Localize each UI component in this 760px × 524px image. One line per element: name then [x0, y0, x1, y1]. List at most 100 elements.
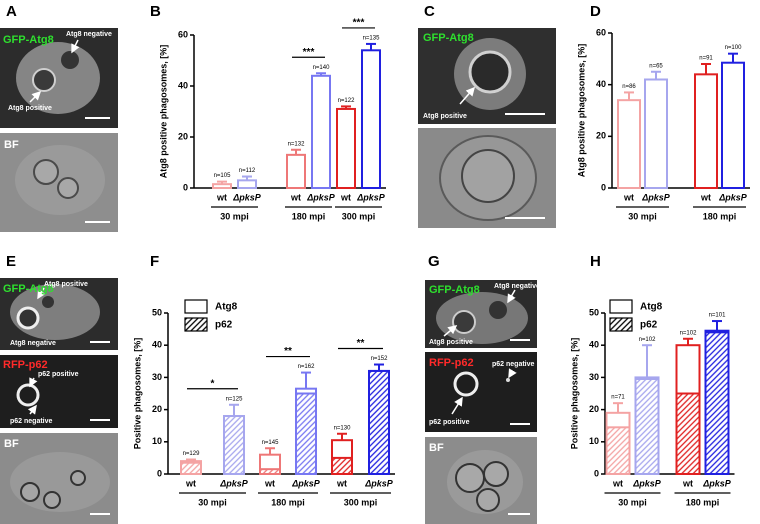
bar [361, 49, 381, 189]
n-label: n=129 [183, 451, 201, 457]
n-label: n=105 [214, 173, 232, 179]
n-label: n=132 [288, 141, 306, 147]
panel-label: G [428, 253, 440, 270]
caption: GFP-Atg8 [429, 284, 480, 296]
x-tick-label: ΔpksP [291, 478, 321, 488]
group-label: 180 mpi [686, 497, 720, 507]
panel-label: A [6, 3, 17, 20]
legend-label: Atg8 [640, 302, 663, 313]
y-axis-label: Positive phagosomes, [%] [132, 338, 142, 450]
caption: p62 positive [429, 419, 470, 426]
n-label: n=91 [699, 56, 713, 62]
n-label: n=145 [262, 440, 280, 446]
bar [704, 331, 730, 475]
x-tick-label: wt [185, 478, 196, 488]
x-tick-label: wt [216, 192, 227, 202]
legend-label: Atg8 [215, 302, 238, 313]
caption: p62 negative [492, 361, 535, 368]
x-tick-label: wt [336, 478, 347, 488]
legend-label: p62 [640, 320, 658, 331]
y-tick-label: 10 [589, 436, 599, 446]
bar [644, 78, 668, 189]
x-tick-label: wt [623, 192, 634, 202]
y-tick-label: 20 [152, 404, 162, 414]
panel-label: C [424, 3, 435, 20]
n-label: n=162 [298, 364, 316, 370]
bar [223, 415, 245, 476]
n-label: n=122 [338, 98, 356, 104]
n-label: n=135 [363, 36, 381, 42]
y-tick-label: 30 [152, 372, 162, 382]
x-tick-label: ΔpksP [702, 478, 732, 488]
bar [311, 74, 331, 189]
y-tick-label: 40 [178, 80, 188, 90]
y-axis-label: Positive phagosomes, [%] [569, 338, 579, 450]
significance-label: ** [357, 338, 365, 349]
y-tick-label: 60 [178, 29, 188, 39]
n-label: n=100 [725, 45, 743, 51]
micrograph: BF [425, 437, 537, 524]
n-label: n=140 [313, 65, 331, 71]
caption: Atg8 positive [429, 339, 473, 346]
caption: GFP-Atg8 [423, 32, 474, 44]
y-tick-label: 40 [152, 340, 162, 350]
group-label: 30 mpi [220, 211, 249, 221]
caption: Atg8 positive [423, 113, 467, 120]
bar [180, 461, 202, 476]
n-label: n=112 [239, 168, 256, 174]
panel-label: B [150, 3, 161, 20]
caption: Atg8 negative [66, 31, 112, 38]
micrograph: BF [0, 433, 118, 524]
bar [286, 153, 306, 190]
y-tick-label: 40 [589, 340, 599, 350]
x-tick-label: ΔpksP [632, 478, 662, 488]
group-label: 180 mpi [292, 211, 326, 221]
caption: BF [4, 438, 19, 450]
n-label: n=102 [680, 330, 698, 336]
x-tick-label: ΔpksP [306, 192, 336, 202]
group-label: 30 mpi [618, 497, 647, 507]
significance-label: ** [284, 346, 292, 357]
x-tick-label: ΔpksP [641, 192, 671, 202]
y-tick-label: 20 [589, 404, 599, 414]
legend-swatch [609, 317, 633, 332]
x-tick-label: wt [682, 478, 693, 488]
bar [605, 426, 631, 475]
x-tick-label: ΔpksP [364, 478, 394, 488]
legend-swatch [609, 299, 633, 314]
caption: BF [429, 442, 444, 454]
y-tick-label: 0 [594, 468, 599, 478]
bar [368, 369, 390, 475]
micrograph: BF [0, 133, 118, 232]
significance-label: * [211, 378, 215, 389]
caption: RFP-p62 [429, 357, 474, 369]
n-label: n=71 [611, 395, 625, 401]
y-tick-label: 60 [596, 27, 606, 37]
micrograph: RFP-p62 p62 negative p62 positive [425, 352, 537, 432]
group-label: 180 mpi [271, 497, 305, 507]
panel-label: E [6, 253, 16, 270]
y-tick-label: 20 [178, 131, 188, 141]
bar [721, 61, 745, 189]
bar [617, 99, 641, 189]
significance-label: *** [303, 47, 315, 58]
caption: BF [4, 139, 19, 151]
caption: p62 negative [10, 418, 53, 425]
group-label: 300 mpi [342, 211, 376, 221]
group-label: 180 mpi [703, 211, 737, 221]
x-tick-label: ΔpksP [356, 192, 386, 202]
x-tick-label: wt [340, 192, 351, 202]
y-axis-label: Atg8 positive phagosomes, [%] [576, 44, 586, 178]
n-label: n=125 [226, 396, 244, 402]
bar [634, 378, 660, 476]
micrograph: GFP-Atg8 Atg8 positive [418, 28, 556, 124]
legend-swatch [184, 299, 208, 314]
bar [259, 468, 281, 476]
y-tick-label: 40 [596, 79, 606, 89]
n-label: n=102 [639, 337, 657, 343]
caption: Atg8 positive [8, 105, 52, 112]
bar [694, 73, 718, 189]
caption: GFP-Atg8 [3, 34, 54, 46]
caption: RFP-p62 [3, 359, 48, 371]
